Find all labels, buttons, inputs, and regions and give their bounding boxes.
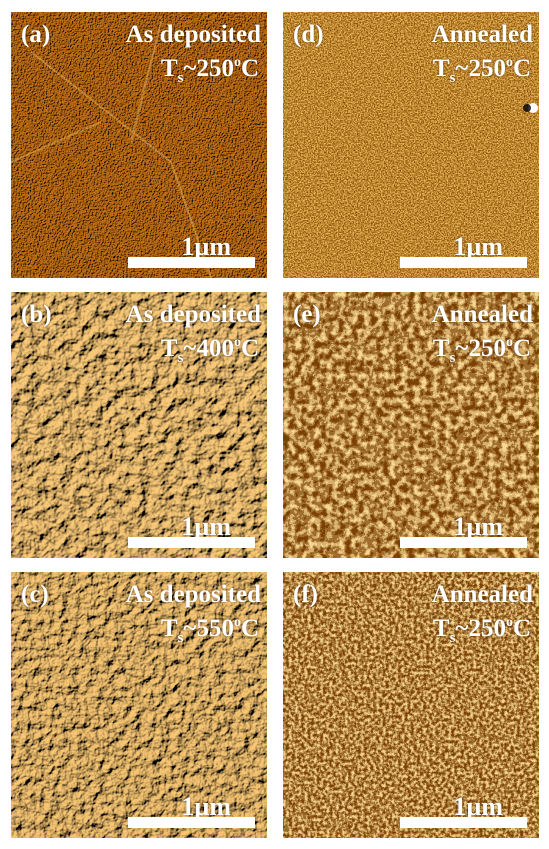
- afm-image-b: [11, 292, 267, 558]
- scale-bar-label: 1µm: [453, 792, 503, 821]
- afm-panel-f: (f) Annealed Ts~250oC 1µm: [283, 572, 539, 838]
- scale-bar: [128, 537, 255, 548]
- panel-label: (b): [21, 301, 52, 328]
- condition-label: Annealed: [431, 301, 533, 328]
- panel-label: (c): [21, 581, 49, 608]
- condition-label: Annealed: [431, 21, 533, 48]
- afm-panel-d: (d) Annealed Ts~250oC 1µm: [283, 12, 539, 278]
- afm-image-c: [11, 572, 267, 838]
- temperature-label: Ts~400oC: [160, 335, 259, 366]
- scale-bar-label: 1µm: [181, 232, 231, 261]
- condition-label: As deposited: [125, 21, 261, 48]
- afm-image-d: [283, 12, 539, 278]
- afm-image-f: [283, 572, 539, 838]
- afm-panel-e: (e) Annealed Ts~250oC 1µm: [283, 292, 539, 558]
- scale-bar-label: 1µm: [181, 792, 231, 821]
- temperature-label: Ts~250oC: [432, 55, 531, 86]
- panel-label: (f): [293, 581, 318, 608]
- scale-bar-label: 1µm: [453, 232, 503, 261]
- temperature-label: Ts~250oC: [160, 55, 259, 86]
- panel-label: (d): [293, 21, 324, 48]
- scale-bar-label: 1µm: [453, 512, 503, 541]
- condition-label: As deposited: [125, 301, 261, 328]
- condition-label: Annealed: [431, 581, 533, 608]
- scale-bar: [400, 537, 527, 548]
- panel-label: (a): [21, 21, 51, 48]
- scale-bar-label: 1µm: [181, 512, 231, 541]
- afm-panel-a: (a) As deposited Ts~250oC 1µm: [11, 12, 267, 278]
- panel-label: (e): [293, 301, 321, 328]
- scale-bar: [400, 257, 527, 268]
- afm-panel-c: (c) As deposited Ts~550oC 1µm: [11, 572, 267, 838]
- temperature-label: Ts~250oC: [432, 335, 531, 366]
- afm-image-e: [283, 292, 539, 558]
- afm-panel-b: (b) As deposited Ts~400oC 1µm: [11, 292, 267, 558]
- scale-bar: [400, 817, 527, 828]
- scale-bar: [128, 817, 255, 828]
- afm-image-a: [11, 12, 267, 278]
- temperature-label: Ts~550oC: [160, 615, 259, 646]
- scale-bar: [128, 257, 255, 268]
- temperature-label: Ts~250oC: [432, 615, 531, 646]
- condition-label: As deposited: [125, 581, 261, 608]
